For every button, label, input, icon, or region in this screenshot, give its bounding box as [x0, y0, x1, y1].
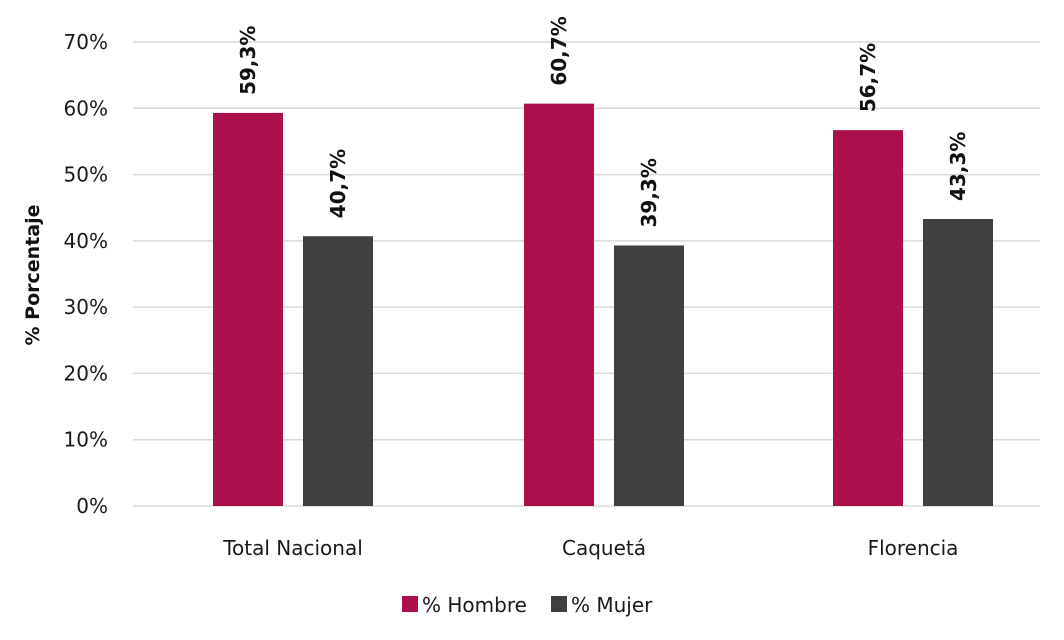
legend-label: % Mujer: [571, 593, 653, 617]
data-labels: 59,3% 60,7% 56,7% 40,7% 39,3% 43,3%: [236, 16, 970, 227]
x-category-label: Caquetá: [562, 536, 646, 560]
data-label: 43,3%: [946, 132, 970, 201]
y-tick-label: 50%: [64, 163, 108, 187]
data-label: 40,7%: [326, 149, 350, 218]
y-tick-label: 30%: [64, 295, 108, 319]
legend-swatch: [551, 596, 567, 612]
bar-hombre: [213, 112, 283, 506]
y-tick-label: 60%: [64, 96, 108, 120]
y-tick-label: 40%: [64, 229, 108, 253]
bar-hombre: [833, 130, 903, 506]
legend-label: % Hombre: [422, 593, 527, 617]
y-tick-label: 10%: [64, 428, 108, 452]
bars: [213, 103, 993, 507]
y-axis-ticks: 0% 10% 20% 30% 40% 50% 60% 70%: [64, 30, 108, 518]
data-label: 39,3%: [637, 158, 661, 227]
x-category-label: Florencia: [868, 536, 959, 560]
y-tick-label: 70%: [64, 30, 108, 54]
legend-swatch: [402, 596, 418, 612]
y-tick-label: 0%: [76, 494, 108, 518]
y-axis-label: % Porcentaje: [22, 205, 44, 346]
bar-mujer: [614, 245, 684, 507]
bar-mujer: [303, 236, 373, 506]
y-tick-label: 20%: [64, 361, 108, 385]
legend: % Hombre % Mujer: [402, 593, 653, 617]
data-label: 56,7%: [856, 43, 880, 112]
bar-hombre: [524, 103, 594, 506]
data-label: 59,3%: [236, 26, 260, 95]
x-axis-categories: Total Nacional Caquetá Florencia: [222, 536, 958, 560]
x-category-label: Total Nacional: [222, 536, 363, 560]
data-label: 60,7%: [547, 16, 571, 85]
bar-mujer: [923, 218, 993, 507]
